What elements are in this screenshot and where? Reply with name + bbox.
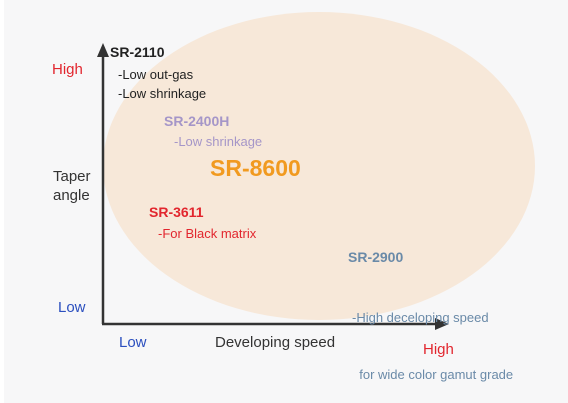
product-sr2900-features: -High deceloping speed for wide color ga… bbox=[352, 270, 513, 403]
product-sr3611-features: -For Black matrix bbox=[158, 224, 256, 243]
x-axis-title: Developing speed bbox=[215, 334, 336, 351]
product-sr2110-features: -Low out-gas -Low shrinkage bbox=[118, 65, 206, 103]
product-sr2400h-name: SR-2400H bbox=[164, 113, 230, 129]
y-axis-low-label: Low bbox=[58, 299, 86, 316]
product-feature: -Low shrinkage bbox=[174, 134, 263, 149]
product-sr2400h-features: -Low shrinkage bbox=[174, 132, 262, 151]
product-feature: -Low shrinkage bbox=[118, 86, 207, 101]
product-feature: -High deceloping speed bbox=[352, 310, 489, 325]
y-axis-title: Taper angle bbox=[53, 168, 91, 204]
x-axis-arrow bbox=[435, 318, 449, 330]
product-feature: -For Black matrix bbox=[158, 226, 257, 241]
highlight-ellipse bbox=[103, 12, 535, 320]
y-axis-high-label: High bbox=[52, 61, 83, 78]
x-axis-high-label: High bbox=[423, 341, 454, 358]
product-sr3611-name: SR-3611 bbox=[149, 204, 204, 220]
product-sr8600-name: SR-8600 bbox=[210, 155, 301, 181]
y-axis-arrow bbox=[97, 43, 109, 57]
product-sr2900-name: SR-2900 bbox=[348, 249, 404, 265]
product-sr2110-name: SR-2110 bbox=[110, 44, 165, 60]
product-feature: for wide color gamut grade bbox=[352, 367, 514, 382]
x-axis-low-label: Low bbox=[119, 334, 147, 351]
product-feature: -Low out-gas bbox=[118, 67, 194, 82]
